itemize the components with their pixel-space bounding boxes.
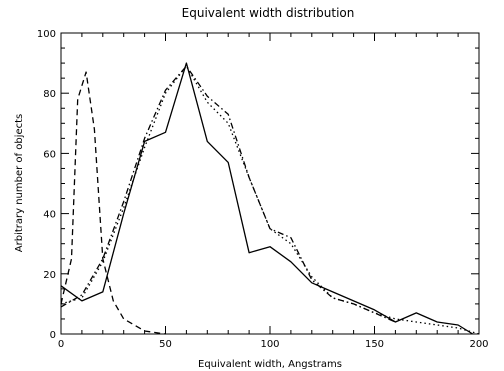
y-axis-title: Arbitrary number of objects	[14, 114, 25, 253]
x-axis-title: Equivalent width, Angstrams	[198, 359, 342, 370]
x-tick-label: 0	[58, 339, 64, 350]
y-tick-label: 80	[43, 89, 56, 100]
series-line-solid	[60, 62, 474, 335]
x-tick-label: 150	[365, 339, 384, 350]
y-tick-label: 100	[37, 29, 56, 40]
x-tick-label: 200	[469, 339, 488, 350]
x-tick-label: 100	[260, 339, 279, 350]
series-line-dash-dot	[60, 65, 396, 323]
series-lines	[60, 62, 480, 335]
series-line-dotted	[60, 65, 480, 335]
axis-ticks: 0 50 100 150 200 0 20 40 60 80 100	[37, 29, 489, 350]
y-tick-label: 0	[50, 330, 56, 341]
chart-title: Equivalent width distribution	[182, 6, 355, 20]
series-line-dashed	[60, 71, 166, 335]
plot-frame	[60, 32, 480, 335]
y-tick-label: 40	[43, 210, 56, 221]
y-tick-label: 20	[43, 270, 56, 281]
y-tick-label: 60	[43, 149, 56, 160]
x-tick-label: 50	[159, 339, 172, 350]
